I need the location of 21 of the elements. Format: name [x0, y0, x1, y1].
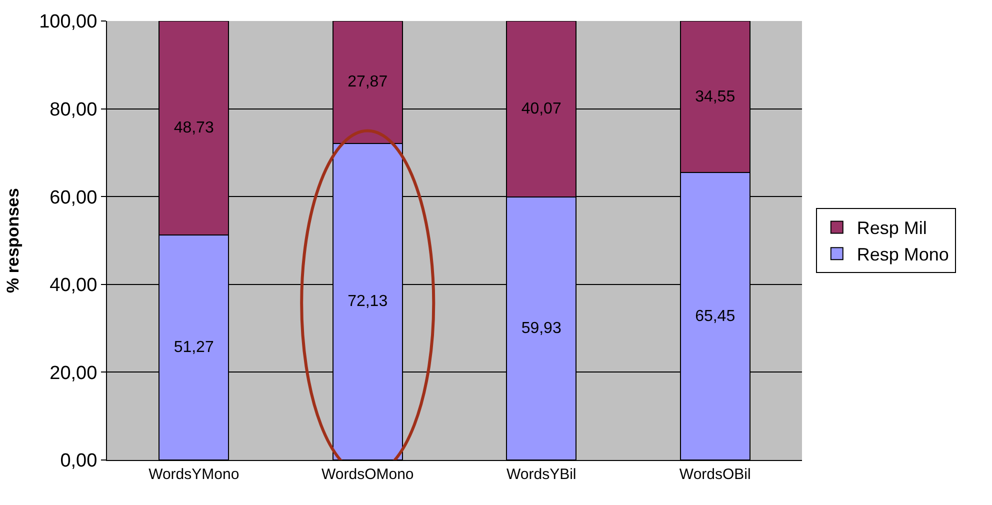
y-axis-title: % responses: [4, 188, 23, 293]
x-tick-label: WordsYBil: [506, 466, 576, 483]
data-label: 34,55: [695, 88, 736, 106]
y-tick-label: 60,00: [50, 187, 98, 208]
y-tick-label: 40,00: [50, 275, 98, 296]
y-tick-label: 20,00: [50, 362, 98, 384]
legend-label: Resp Mono: [856, 244, 949, 265]
y-tick-label: 100,00: [39, 12, 98, 33]
data-label: 59,93: [521, 320, 562, 337]
data-label: 48,73: [174, 119, 214, 136]
x-tick-label: WordsYMono: [148, 466, 240, 483]
data-label: 65,45: [695, 308, 736, 325]
data-label: 72,13: [348, 293, 388, 310]
data-label: 27,87: [348, 74, 388, 91]
data-label: 51,27: [174, 338, 214, 356]
y-tick-label: 80,00: [50, 99, 98, 120]
data-label: 40,07: [521, 100, 562, 118]
y-tick-label: 0,00: [60, 450, 98, 472]
x-tick-label: WordsOMono: [321, 466, 414, 483]
x-tick-label: WordsOBil: [679, 466, 751, 483]
legend-label: Resp Mil: [856, 218, 927, 238]
